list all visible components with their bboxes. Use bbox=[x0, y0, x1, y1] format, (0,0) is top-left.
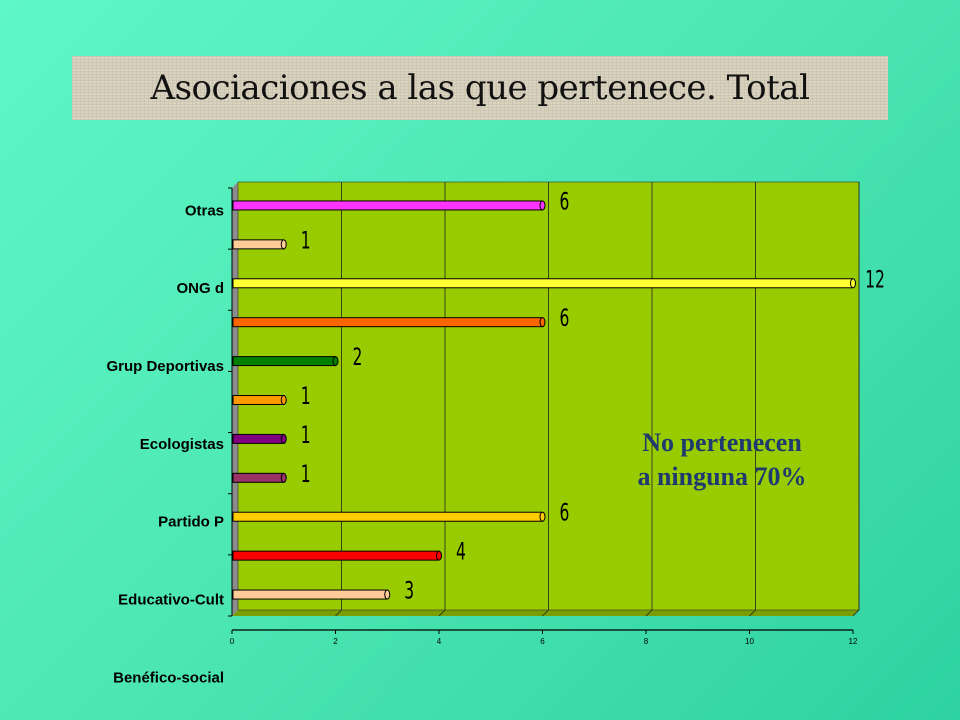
bar bbox=[232, 550, 440, 561]
bar-data-label: 2 bbox=[353, 343, 363, 371]
category-label: ONG d bbox=[177, 280, 225, 297]
gridline-floor bbox=[335, 609, 342, 617]
category-label: Educativo-Cult bbox=[118, 591, 224, 608]
bar-data-label: 1 bbox=[301, 227, 311, 255]
bar-end-cap bbox=[436, 550, 442, 561]
bar-end-cap bbox=[280, 472, 287, 483]
note-line-1: No pertenecen bbox=[642, 428, 802, 457]
category-label: Benéfico-social bbox=[113, 669, 224, 686]
category-label: Partido P bbox=[158, 514, 224, 531]
x-tick-label: 4 bbox=[437, 637, 442, 646]
gridline-floor bbox=[542, 609, 549, 617]
bar-end-cap bbox=[539, 511, 546, 522]
gridline-floor bbox=[645, 609, 653, 617]
bar-end-cap bbox=[332, 356, 339, 367]
bar bbox=[232, 356, 336, 367]
bar bbox=[232, 278, 854, 289]
bar bbox=[232, 200, 543, 211]
bar-data-label: 6 bbox=[560, 499, 570, 527]
bar-data-label: 1 bbox=[301, 421, 311, 449]
annotation-note: No pertenecen a ninguna 70% bbox=[612, 426, 832, 494]
bar-data-label: 4 bbox=[456, 538, 466, 566]
x-tick-label: 10 bbox=[745, 637, 754, 646]
bar-end-cap bbox=[539, 317, 546, 328]
bar-end-cap bbox=[280, 239, 287, 250]
x-tick-label: 12 bbox=[849, 637, 858, 646]
bar-data-label: 12 bbox=[865, 265, 885, 293]
bar bbox=[232, 589, 388, 600]
title-banner: Asociaciones a las que pertenece. Total bbox=[72, 56, 888, 120]
bar-data-label: 1 bbox=[301, 460, 311, 488]
chart-title: Asociaciones a las que pertenece. Total bbox=[150, 68, 810, 108]
x-tick-label: 0 bbox=[230, 637, 235, 646]
x-tick-label: 2 bbox=[333, 637, 338, 646]
bar bbox=[232, 433, 285, 444]
bar bbox=[232, 511, 543, 522]
bar-end-cap bbox=[850, 278, 856, 289]
x-tick-label: 6 bbox=[540, 637, 545, 646]
gridline-floor bbox=[749, 609, 756, 617]
bar-data-label: 6 bbox=[560, 304, 570, 332]
gridline-floor bbox=[438, 609, 446, 617]
category-label: Grup Deportivas bbox=[106, 358, 224, 375]
bar-data-label: 3 bbox=[404, 577, 414, 605]
bar-end-cap bbox=[280, 395, 287, 405]
category-label: Otras bbox=[185, 202, 224, 219]
gridline-floor bbox=[852, 609, 860, 617]
bar bbox=[232, 317, 543, 328]
bar-data-label: 6 bbox=[560, 188, 570, 216]
bar-end-cap bbox=[539, 200, 546, 211]
bar-end-cap bbox=[280, 433, 287, 444]
bar-end-cap bbox=[384, 589, 391, 600]
x-tick-label: 8 bbox=[644, 637, 649, 646]
note-line-2: a ninguna 70% bbox=[637, 462, 807, 491]
category-label: Ecologistas bbox=[140, 436, 224, 453]
bar bbox=[232, 472, 285, 483]
bar bbox=[232, 395, 285, 405]
bar bbox=[232, 239, 285, 250]
bar-data-label: 1 bbox=[301, 382, 311, 410]
